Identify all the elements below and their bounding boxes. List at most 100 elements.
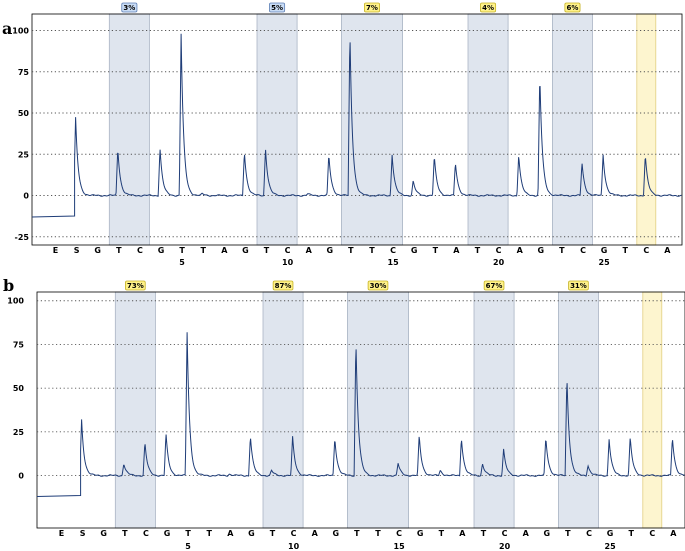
percentage-badge-label: 67% [486,282,503,290]
dispensation-base: A [312,529,319,538]
position-label: 25 [605,542,617,551]
percentage-badge-label: 30% [370,282,387,290]
dispensation-base: G [94,246,101,255]
dispensation-base: C [285,246,291,255]
dispensation-base: G [538,246,545,255]
shaded-region [256,13,298,246]
dispensation-base: G [248,529,255,538]
dispensation-base: C [137,246,143,255]
y-tick-label: 50 [18,109,30,118]
plot-frame [31,13,683,246]
dispensation-base: A [664,246,671,255]
dispensation-base: G [327,246,334,255]
dispensation-base: T [433,246,439,255]
dispensation-base: C [649,529,655,538]
dispensation-base: C [396,529,402,538]
position-label: 10 [288,542,300,551]
dispensation-base: C [643,246,649,255]
position-label: 10 [282,258,294,267]
shaded-region [558,291,599,529]
dispensation-base: C [580,246,586,255]
dispensation-base: T [348,246,354,255]
position-label: 15 [394,542,406,551]
pyrogram-panel-b: b 0 25 50 75 100 73% 87% 30% 67% 31% E S G T C G T T A G T C A G… [3,276,685,551]
dispensation-base: A [670,529,677,538]
y-tick-label: 75 [18,68,30,77]
percentage-badge [363,2,380,13]
percentage-badge [269,2,286,13]
y-tick-label: 100 [7,297,24,306]
dispensation-base: A [459,529,466,538]
position-label: 5 [185,542,191,551]
y-tick-label: 25 [13,428,25,437]
dispensation-base: A [453,246,460,255]
dispensation-base: T [375,529,381,538]
percentage-badge-label: 3% [123,4,135,12]
dispensation-base: T [622,246,628,255]
dispensation-base: G [333,529,340,538]
position-label: 15 [388,258,400,267]
shaded-region [114,291,156,529]
y-tick-label: 25 [18,150,30,159]
shaded-region [473,291,515,529]
dispensation-base: A [306,246,313,255]
dispensation-base: G [164,529,171,538]
shaded-region [467,13,509,246]
dispensation-base: T [122,529,128,538]
panel-letter: b [3,276,14,295]
y-tick-label: 0 [23,192,29,201]
y-tick-label: 50 [13,384,25,393]
pyrogram-panel-a: a -25 0 25 50 75 100 3% 5% 7% 4% 6% E S G T C G T T A G T C A G T T… [2,2,683,267]
dispensation-base: G [100,529,107,538]
plot-frame [36,291,685,529]
percentage-badge-label: 4% [482,4,494,12]
position-label: 20 [499,542,511,551]
dispensation-base: A [227,529,234,538]
y-tick-label: 75 [13,340,25,349]
percentage-badge-label: 73% [127,282,144,290]
percentage-badge-label: 31% [570,282,587,290]
dispensation-base: G [607,529,614,538]
y-tick-label: 100 [12,27,29,36]
dispensation-base: T [200,246,206,255]
dispensation-base: C [143,529,149,538]
dispensation-base: T [475,246,481,255]
position-label: 5 [179,258,185,267]
dispensation-base: S [74,246,80,255]
position-label: 25 [599,258,611,267]
dispensation-base: C [502,529,508,538]
y-tick-label: -25 [15,233,30,242]
dispensation-base: G [411,246,418,255]
dispensation-base: C [586,529,592,538]
dispensation-base: T [481,529,487,538]
shaded-region [262,291,304,529]
percentage-badge [121,2,138,13]
dispensation-base: G [158,246,165,255]
signal-trace [36,332,685,498]
y-tick-label: 0 [18,472,24,481]
dispensation-base: T [264,246,270,255]
dispensation-base: A [523,529,530,538]
dispensation-base: T [185,529,191,538]
percentage-badge [125,280,146,291]
dispensation-base: T [270,529,276,538]
percentage-badge-label: 87% [275,282,292,290]
percentage-badge [367,280,389,291]
control-region [636,13,657,246]
percentage-badge [480,2,497,13]
dispensation-base: T [565,529,571,538]
dispensation-base: T [206,529,212,538]
shaded-region [552,13,593,246]
percentage-badge-label: 6% [567,4,579,12]
percentage-badge-label: 7% [366,4,378,12]
dispensation-base: T [559,246,565,255]
shaded-region [347,291,409,529]
panel-letter: a [2,19,12,38]
control-region [642,291,663,529]
percentage-badge [568,280,589,291]
dispensation-base: E [53,246,58,255]
shaded-region [341,13,403,246]
dispensation-base: A [517,246,524,255]
dispensation-base: G [544,529,551,538]
